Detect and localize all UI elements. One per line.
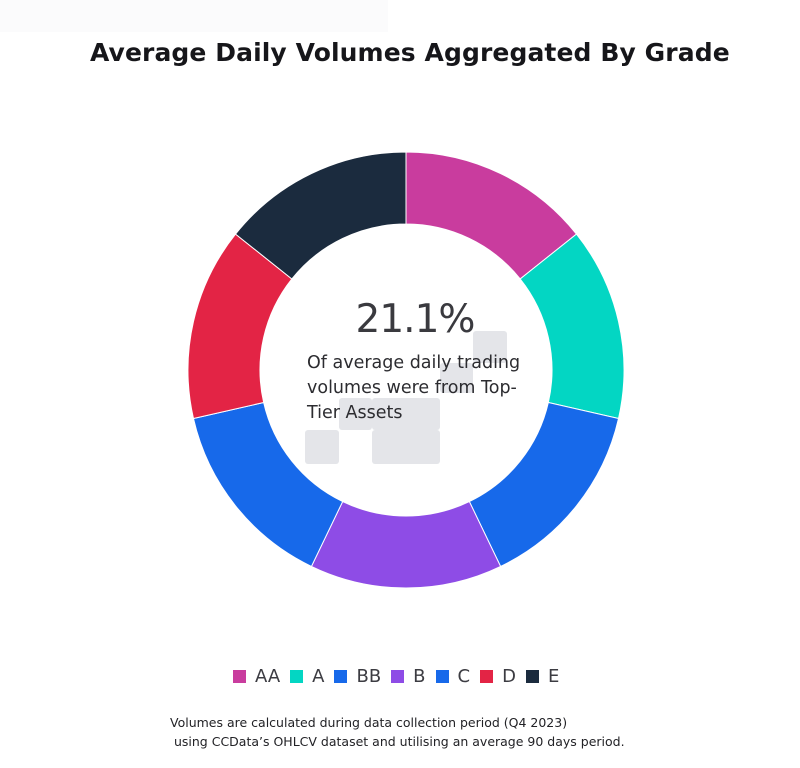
legend-label: D [502,666,516,687]
legend-item-c: C [435,666,471,687]
legend-label: C [457,666,471,687]
chart-title: Average Daily Volumes Aggregated By Grad… [90,38,730,67]
top-strip [0,0,388,32]
legend-label: B [413,666,426,687]
legend-swatch [290,670,304,683]
legend-label: BB [356,666,382,687]
center-value: 21.1% [355,297,476,342]
legend-label: E [547,666,560,687]
legend-label: AA [255,666,281,687]
legend-item-aa: AA [233,666,280,687]
legend-swatch [480,670,494,683]
donut-slices [187,151,625,589]
legend-swatch [525,670,539,683]
legend-item-a: A [290,666,324,687]
legend-item-e: E [525,666,560,687]
legend-swatch [391,670,405,683]
donut-slice-e [234,151,407,280]
legend-swatch [435,670,449,683]
legend-item-bb: BB [334,666,381,687]
chart-legend: AA A BB B C D E [233,666,569,687]
footnote: Volumes are calculated during data colle… [170,715,625,749]
legend-item-b: B [391,666,426,687]
legend-swatch [233,670,246,683]
legend-swatch [334,670,348,683]
center-description: Of average daily trading volumes were fr… [307,353,521,423]
legend-item-d: D [480,666,516,687]
legend-label: A [312,666,325,687]
